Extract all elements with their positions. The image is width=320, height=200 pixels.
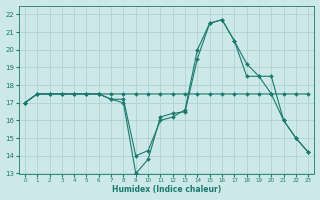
X-axis label: Humidex (Indice chaleur): Humidex (Indice chaleur) (112, 185, 221, 194)
